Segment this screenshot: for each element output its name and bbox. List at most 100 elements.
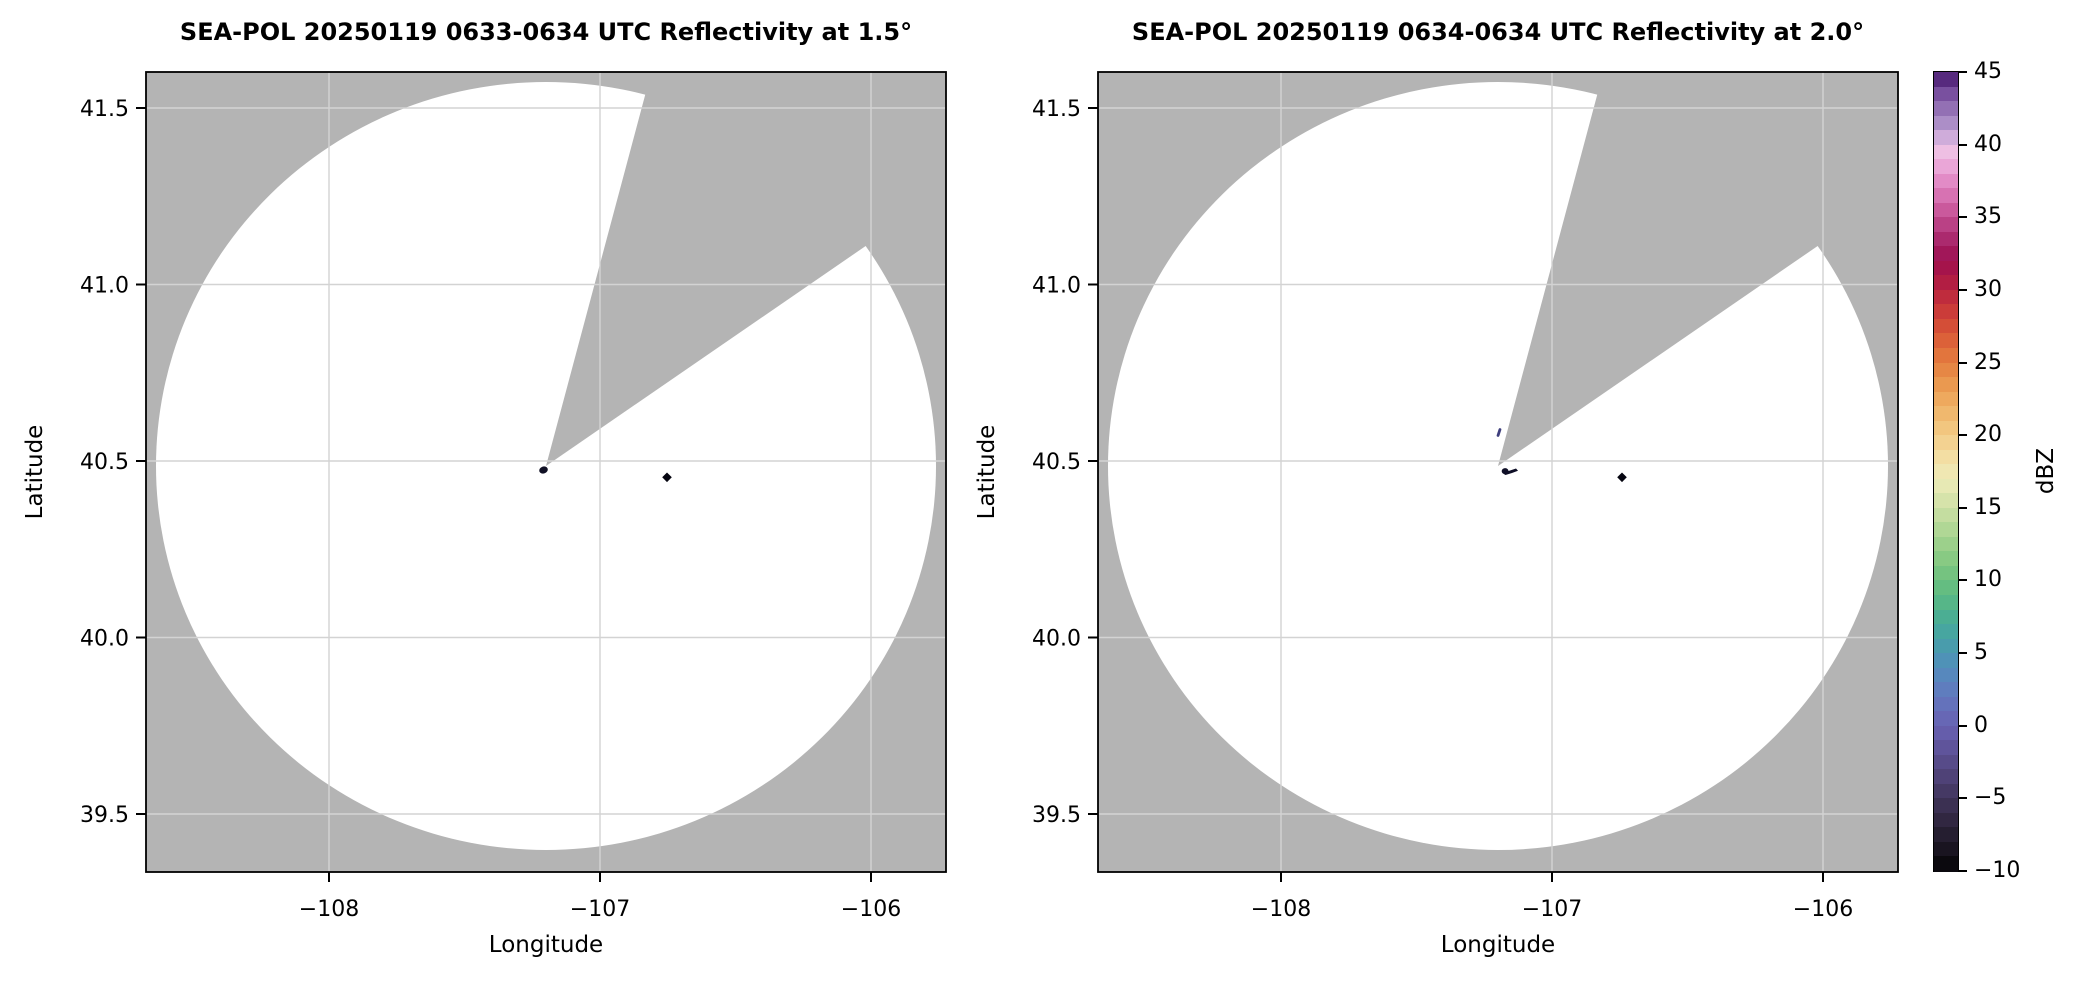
colorbar-band bbox=[1934, 594, 1958, 611]
colorbar-band bbox=[1934, 86, 1958, 102]
echo-diamond bbox=[1617, 472, 1627, 483]
colorbar-band bbox=[1934, 348, 1958, 364]
grid-lines bbox=[1098, 72, 1898, 872]
colorbar-band bbox=[1934, 754, 1958, 770]
colorbar-band bbox=[1934, 565, 1958, 582]
colorbar-band bbox=[1934, 856, 1958, 872]
colorbar-band bbox=[1934, 464, 1958, 480]
colorbar-band bbox=[1934, 377, 1958, 393]
colorbar-band bbox=[1934, 72, 1958, 88]
y-axis-label: Latitude bbox=[22, 425, 48, 520]
colorbar-band bbox=[1934, 609, 1958, 625]
colorbar-band bbox=[1934, 725, 1958, 741]
ytick-label: 39.5 bbox=[80, 803, 129, 828]
colorbar-band bbox=[1934, 188, 1958, 204]
echo-squiggle-near-radar bbox=[1501, 468, 1518, 475]
y-axis-label: Latitude bbox=[974, 425, 1000, 520]
colorbar-band bbox=[1934, 318, 1958, 335]
colorbar-band bbox=[1934, 624, 1958, 640]
colorbar-band bbox=[1934, 333, 1958, 349]
colorbar-band bbox=[1934, 769, 1958, 785]
plot-frame bbox=[1097, 71, 1899, 873]
colorbar-tick bbox=[1958, 434, 1967, 437]
colorbar-band bbox=[1934, 551, 1958, 567]
xtick-label: −108 bbox=[1251, 897, 1311, 922]
colorbar-band bbox=[1934, 130, 1958, 146]
colorbar-tick-label: 30 bbox=[1974, 276, 2002, 302]
colorbar-band bbox=[1934, 202, 1958, 218]
colorbar-band bbox=[1934, 827, 1958, 843]
colorbar-band bbox=[1934, 275, 1958, 291]
colorbar-tick bbox=[1958, 506, 1967, 509]
colorbar-tick bbox=[1958, 216, 1967, 219]
colorbar-band bbox=[1934, 159, 1958, 175]
colorbar-band bbox=[1934, 507, 1958, 523]
plot-frame bbox=[145, 71, 947, 873]
colorbar-band bbox=[1934, 696, 1958, 712]
ytick-label: 41.5 bbox=[80, 97, 129, 122]
colorbar-tick bbox=[1958, 71, 1967, 73]
colorbar-band bbox=[1934, 812, 1958, 829]
colorbar-band bbox=[1934, 783, 1958, 799]
colorbar-band bbox=[1934, 420, 1958, 436]
colorbar bbox=[1933, 71, 1959, 872]
colorbar-tick bbox=[1958, 724, 1967, 727]
colorbar-tick bbox=[1958, 288, 1967, 291]
colorbar-band bbox=[1934, 798, 1958, 814]
colorbar-tick bbox=[1958, 797, 1967, 800]
ytick-label: 41.0 bbox=[80, 274, 129, 299]
colorbar-band bbox=[1934, 115, 1958, 131]
panel-right-title: SEA-POL 20250119 0634-0634 UTC Reflectiv… bbox=[1132, 18, 1864, 46]
colorbar-band bbox=[1934, 493, 1958, 509]
ytick-label: 40.0 bbox=[80, 627, 129, 652]
colorbar-tick-label: 0 bbox=[1974, 712, 1988, 738]
colorbar-tick bbox=[1958, 870, 1967, 872]
x-axis-label: Longitude bbox=[1441, 932, 1555, 958]
colorbar-tick bbox=[1958, 361, 1967, 364]
colorbar-band bbox=[1934, 246, 1958, 262]
colorbar-band bbox=[1934, 391, 1958, 407]
missing-sector-wedge bbox=[1498, 72, 1898, 466]
xtick-label: −107 bbox=[570, 897, 630, 922]
echo-diamond bbox=[662, 472, 672, 483]
colorbar-band bbox=[1934, 231, 1958, 247]
xtick-label: −108 bbox=[299, 897, 359, 922]
axis-ticks bbox=[1088, 107, 1824, 882]
colorbar-tick-label: 45 bbox=[1974, 59, 2002, 84]
colorbar-tick bbox=[1958, 579, 1967, 582]
colorbar-tick-label: 10 bbox=[1974, 567, 2002, 593]
colorbar-band bbox=[1934, 478, 1958, 494]
colorbar-band bbox=[1934, 580, 1958, 596]
colorbar-band bbox=[1934, 711, 1958, 727]
xtick-label: −106 bbox=[1793, 897, 1853, 922]
panel-left-title: SEA-POL 20250119 0633-0634 UTC Reflectiv… bbox=[180, 18, 912, 46]
colorbar-tick-label: 40 bbox=[1974, 131, 2002, 157]
colorbar-band bbox=[1934, 406, 1958, 422]
echo-dash bbox=[1496, 428, 1502, 437]
colorbar-band bbox=[1934, 536, 1958, 552]
colorbar-band bbox=[1934, 260, 1958, 276]
colorbar-tick-label: 15 bbox=[1974, 494, 2002, 520]
ytick-label: 41.5 bbox=[1032, 97, 1081, 122]
colorbar-band bbox=[1934, 682, 1958, 698]
ytick-label: 39.5 bbox=[1032, 803, 1081, 828]
ytick-label: 40.5 bbox=[1032, 450, 1081, 475]
colorbar-band bbox=[1934, 841, 1958, 858]
colorbar-band bbox=[1934, 638, 1958, 654]
colorbar-band bbox=[1934, 217, 1958, 233]
radar-panel-left: SEA-POL 20250119 0633-0634 UTC Reflectiv… bbox=[22, 18, 947, 958]
colorbar-band bbox=[1934, 101, 1958, 117]
colorbar-band bbox=[1934, 173, 1958, 189]
ytick-label: 40.0 bbox=[1032, 627, 1081, 652]
xtick-label: −107 bbox=[1522, 897, 1582, 922]
colorbar-tick-label: −5 bbox=[1974, 785, 2007, 811]
colorbar-band bbox=[1934, 449, 1958, 465]
colorbar-band bbox=[1934, 740, 1958, 756]
colorbar-band bbox=[1934, 667, 1958, 683]
colorbar-band bbox=[1934, 362, 1958, 378]
colorbar-label-text: dBZ bbox=[2033, 447, 2059, 495]
colorbar-tick bbox=[1958, 652, 1967, 655]
x-axis-label: Longitude bbox=[489, 932, 603, 958]
colorbar-band bbox=[1934, 653, 1958, 669]
